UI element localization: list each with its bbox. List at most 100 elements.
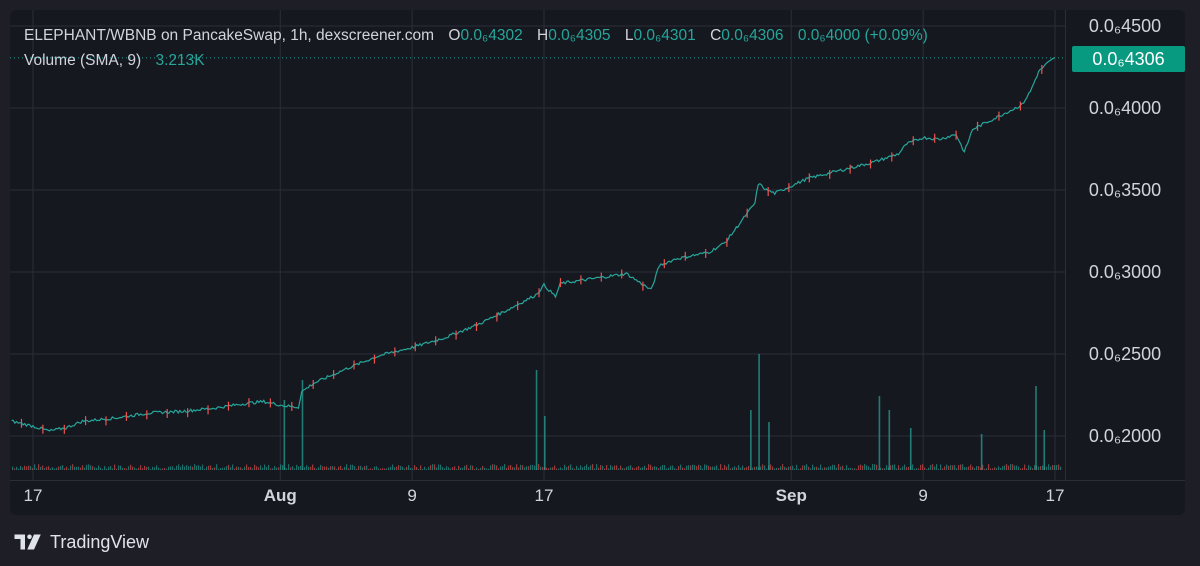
volume-bar — [918, 468, 920, 470]
volume-bar — [294, 468, 296, 470]
volume-bar — [486, 468, 488, 470]
volume-bar — [234, 468, 236, 470]
volume-bar — [532, 464, 534, 470]
volume-bar — [764, 465, 766, 470]
volume-bar — [812, 464, 814, 470]
volume-bar — [42, 465, 44, 470]
volume-bar — [132, 466, 134, 470]
volume-bar — [74, 466, 76, 470]
volume-bar — [382, 468, 384, 470]
volume-bar — [782, 464, 784, 470]
volume-bar — [176, 465, 178, 470]
volume-bar — [866, 465, 868, 470]
grid-lines — [10, 10, 1065, 480]
volume-bar — [594, 468, 596, 470]
volume-bar — [474, 468, 476, 470]
volume-bar — [694, 465, 696, 470]
volume-bar — [288, 464, 290, 470]
tradingview-wordmark: TradingView — [50, 531, 150, 552]
volume-bar — [968, 466, 970, 470]
volume-bar — [906, 467, 908, 470]
volume-bar — [830, 466, 832, 470]
change-value: 0.0₆4000 (+0.09%) — [797, 27, 928, 44]
volume-label[interactable]: Volume (SMA, 9) — [24, 52, 142, 69]
volume-legend-row: Volume (SMA, 9) 3.213K — [24, 51, 928, 76]
volume-bar — [154, 467, 156, 470]
volume-bar — [236, 466, 238, 470]
volume-bar — [82, 465, 84, 470]
volume-bar — [726, 466, 728, 470]
tradingview-branding[interactable]: TradingView — [14, 530, 149, 554]
volume-bar — [298, 466, 300, 470]
volume-bar — [982, 464, 984, 470]
volume-bar — [856, 468, 858, 470]
volume-bar — [158, 467, 160, 470]
volume-bar — [1000, 467, 1002, 470]
volume-bar — [118, 465, 120, 470]
volume-bar — [634, 468, 636, 470]
volume-bar — [194, 464, 196, 470]
volume-bar — [916, 468, 918, 470]
volume-bar — [412, 468, 414, 470]
volume-bar — [436, 467, 438, 470]
volume-bar — [134, 467, 136, 470]
volume-bar — [514, 467, 516, 470]
volume-bar — [418, 468, 420, 470]
volume-bar — [70, 465, 72, 470]
time-axis-label: 9 — [918, 486, 927, 505]
volume-bar — [26, 466, 28, 470]
volume-bar — [458, 465, 460, 470]
volume-bar — [738, 465, 740, 470]
chart-panel[interactable]: 0.0₆2000 0.0₆2500 0.0₆3000 0.0₆3500 0.0₆4000… — [10, 10, 1185, 515]
volume-bar — [924, 467, 926, 470]
volume-bar — [160, 468, 162, 470]
volume-bar — [520, 464, 522, 470]
volume-bar — [650, 464, 652, 470]
volume-bar — [844, 468, 846, 470]
volume-bar — [902, 466, 904, 470]
volume-bar — [654, 466, 656, 470]
volume-bar — [140, 465, 142, 470]
volume-bar — [406, 466, 408, 470]
volume-bar — [904, 464, 906, 470]
volume-bar — [570, 464, 572, 470]
volume-bar — [312, 464, 314, 470]
volume-bar — [704, 464, 706, 470]
volume-bar — [306, 465, 308, 470]
volume-bar — [620, 465, 622, 470]
volume-bar — [682, 467, 684, 470]
volume-bar — [238, 466, 240, 470]
volume-bar — [608, 468, 610, 470]
price-axis-label: 0.0₆3000 — [1089, 262, 1161, 282]
volume-bar — [686, 465, 688, 470]
volume-bar — [106, 468, 108, 470]
volume-bar — [674, 468, 676, 470]
volume-bar — [1046, 466, 1048, 470]
volume-bar — [230, 467, 232, 470]
price-chart[interactable]: 0.0₆2000 0.0₆2500 0.0₆3000 0.0₆3500 0.0₆4000… — [10, 10, 1185, 515]
price-axis-label: 0.0₆4500 — [1089, 16, 1161, 36]
volume-bar — [242, 468, 244, 470]
volume-bar — [700, 465, 702, 470]
volume-bar — [966, 467, 968, 470]
volume-bar — [186, 465, 188, 470]
volume-bar — [44, 468, 46, 470]
volume-bar — [326, 466, 328, 470]
volume-bar — [816, 466, 818, 470]
volume-bar — [652, 466, 654, 470]
volume-bar — [784, 466, 786, 470]
volume-bar — [656, 466, 658, 470]
pair-title[interactable]: ELEPHANT/WBNB on PancakeSwap, 1h, dexscr… — [24, 27, 435, 44]
volume-bar — [214, 467, 216, 470]
volume-spike-bar — [758, 354, 760, 470]
low-value: 0.0₆4301 — [633, 27, 696, 44]
volume-bar — [932, 464, 934, 470]
volume-bar — [196, 465, 198, 470]
volume-bar — [556, 468, 558, 470]
volume-bar — [534, 465, 536, 470]
volume-bar — [1024, 464, 1026, 470]
volume-bar — [616, 465, 618, 470]
volume-bar — [66, 466, 68, 470]
volume-bar — [930, 464, 932, 470]
